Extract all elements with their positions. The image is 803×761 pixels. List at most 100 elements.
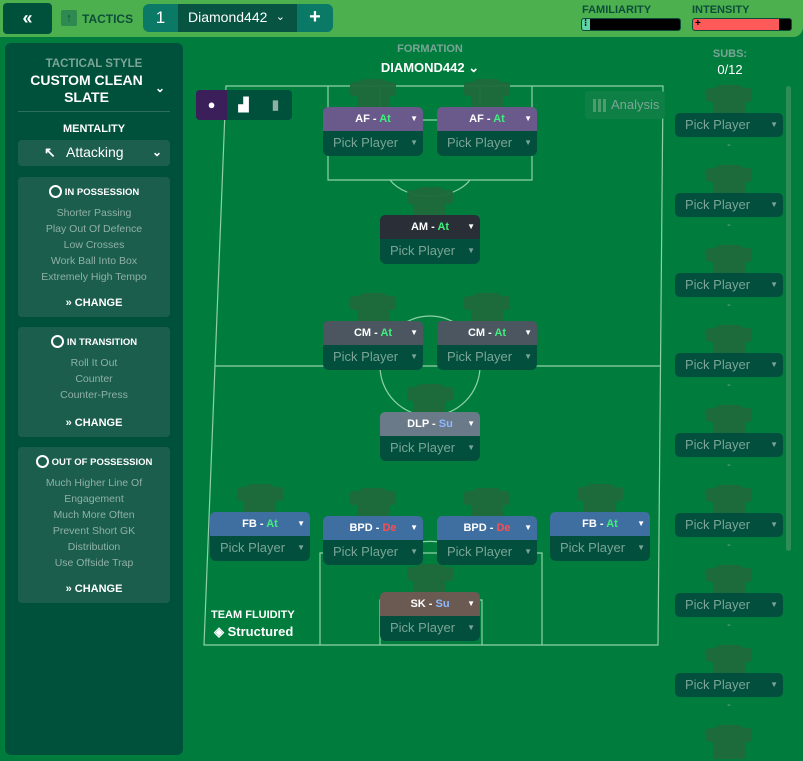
instruction: Much Higher Line Of Engagement (45, 477, 143, 505)
pick-player-label: Pick Player (685, 517, 751, 532)
change-label: CHANGE (74, 417, 123, 429)
pick-player-dropdown[interactable]: Pick Player ▼ (323, 131, 423, 156)
role-selector[interactable]: AM - At ▼ (380, 215, 480, 239)
sub-player-value: - (727, 619, 731, 631)
bottom-penalty-box (319, 552, 543, 645)
role: AM (410, 221, 429, 233)
tactical-style-value[interactable]: CUSTOM CLEAN SLATE (30, 72, 143, 105)
familiarity-bar[interactable]: ⁝ (581, 18, 681, 31)
grid-icon (593, 99, 606, 112)
duty: At (493, 113, 505, 125)
duty: At (266, 518, 278, 530)
scrollbar[interactable] (786, 86, 791, 551)
shirt-icon (706, 725, 752, 759)
dropdown-arrow-icon: ▼ (410, 114, 418, 123)
role-selector[interactable]: CM - At ▼ (437, 321, 537, 345)
instruction: Extremely High Tempo (41, 271, 147, 283)
pick-player-dropdown[interactable]: Pick Player ▼ (323, 540, 423, 565)
pick-player-dropdown[interactable]: Pick Player ▼ (380, 239, 480, 264)
instruction: Shorter Passing (56, 207, 132, 219)
chevron-down-icon: ⌄ (275, 11, 285, 23)
in-possession-card: IN POSSESSION Shorter Passing Play Out Of… (18, 177, 170, 317)
role-selector[interactable]: SK - Su ▼ (380, 592, 480, 616)
sub-slot: Pick Player ▼ - (675, 645, 783, 711)
formation-value: DIAMOND442 (380, 60, 465, 75)
role-selector[interactable]: BPD - De ▼ (437, 516, 537, 540)
pick-player-dropdown[interactable]: Pick Player ▼ (675, 113, 783, 137)
dropdown-arrow-icon: ▼ (770, 680, 778, 689)
pick-player-dropdown[interactable]: Pick Player ▼ (437, 131, 537, 156)
dropdown-arrow-icon: ▼ (524, 114, 532, 123)
bar-chart-icon[interactable]: ▟ (238, 97, 249, 112)
pick-player-dropdown[interactable]: Pick Player ▼ (675, 593, 783, 617)
pick-player-dropdown[interactable]: Pick Player ▼ (210, 536, 310, 561)
role-selector[interactable]: FB - At ▼ (550, 512, 650, 536)
sub-player-value: - (727, 219, 731, 231)
role-selector[interactable]: BPD - De ▼ (323, 516, 423, 540)
mentality-dropdown[interactable]: ↖ Attacking ⌄ (18, 140, 170, 166)
dropdown-arrow-icon: ▼ (770, 280, 778, 289)
pick-player-label: Pick Player (685, 277, 751, 292)
role-selector[interactable]: FB - At ▼ (210, 512, 310, 536)
position-slot: DLP - Su ▼ Pick Player ▼ (380, 384, 480, 461)
attacking-arrow-icon: ↖ (44, 144, 56, 160)
dropdown-arrow-icon: ▼ (410, 547, 418, 556)
card-title: IN TRANSITION (66, 337, 138, 348)
pick-player-dropdown[interactable]: Pick Player ▼ (380, 616, 480, 641)
change-button[interactable]: » CHANGE (18, 297, 170, 309)
role-selector[interactable]: AF - At ▼ (323, 107, 423, 131)
sub-slot: Pick Player ▼ - (675, 485, 783, 551)
change-button[interactable]: » CHANGE (18, 583, 170, 595)
sub-player-value: - (727, 139, 731, 151)
dropdown-arrow-icon: ▼ (770, 120, 778, 129)
add-tactic-button[interactable]: + (309, 6, 321, 28)
role-selector[interactable]: AF - At ▼ (437, 107, 537, 131)
pick-player-dropdown[interactable]: Pick Player ▼ (550, 536, 650, 561)
sub-slot: Pick Player ▼ - (675, 565, 783, 631)
position-slot: BPD - De ▼ Pick Player ▼ (437, 488, 537, 565)
pick-player-dropdown[interactable]: Pick Player ▼ (675, 433, 783, 457)
position-slot: AF - At ▼ Pick Player ▼ (323, 79, 423, 156)
back-button[interactable]: « (3, 3, 52, 34)
tactics-icon[interactable]: ▮ (271, 97, 280, 112)
tactic-selector[interactable]: Diamond442 ⌄ (178, 4, 297, 32)
transition-icon (50, 335, 64, 348)
instruction: Work Ball Into Box (50, 255, 138, 267)
role: CM (467, 327, 486, 339)
tactical-style-label: TACTICAL STYLE (45, 58, 143, 70)
sub-player-value: - (727, 699, 731, 711)
pick-player-dropdown[interactable]: Pick Player ▼ (675, 673, 783, 697)
pick-player-dropdown[interactable]: Pick Player ▼ (675, 273, 783, 297)
dropdown-arrow-icon: ▼ (637, 519, 645, 528)
pick-player-dropdown[interactable]: Pick Player ▼ (380, 436, 480, 461)
role: FB (242, 518, 257, 530)
dropdown-arrow-icon: ▼ (297, 543, 305, 552)
tactic-slot-number[interactable]: 1 (155, 8, 166, 27)
pick-player-dropdown[interactable]: Pick Player ▼ (675, 193, 783, 217)
duty: At (437, 221, 450, 233)
change-button[interactable]: » CHANGE (18, 417, 170, 429)
pick-player-label: Pick Player (390, 620, 456, 635)
role-selector[interactable]: CM - At ▼ (323, 321, 423, 345)
role-selector[interactable]: DLP - Su ▼ (380, 412, 480, 436)
intensity-bar[interactable]: + (692, 18, 792, 31)
pick-player-label: Pick Player (685, 677, 751, 692)
pick-player-dropdown[interactable]: Pick Player ▼ (323, 345, 423, 370)
dropdown-arrow-icon: ▼ (770, 440, 778, 449)
mentality-value: Attacking (66, 144, 124, 160)
team-fluidity-value[interactable]: ◈ Structured (214, 624, 293, 640)
dropdown-arrow-icon: ▼ (467, 599, 475, 608)
pick-player-dropdown[interactable]: Pick Player ▼ (437, 540, 537, 565)
pick-player-dropdown[interactable]: Pick Player ▼ (675, 353, 783, 377)
analysis-button[interactable]: Analysis (585, 91, 665, 119)
chevron-down-icon[interactable]: ⌄ (155, 81, 166, 95)
player-view-icon[interactable]: ● (196, 90, 227, 120)
pick-player-dropdown[interactable]: Pick Player ▼ (437, 345, 537, 370)
duty: Su (435, 598, 450, 610)
instruction: Use Offside Trap (54, 557, 134, 569)
formation-selector[interactable]: DIAMOND442 ⌄ (360, 60, 500, 76)
pick-player-label: Pick Player (333, 544, 399, 559)
duty: Su (438, 418, 453, 430)
sub-player-value: - (727, 459, 731, 471)
pick-player-dropdown[interactable]: Pick Player ▼ (675, 513, 783, 537)
